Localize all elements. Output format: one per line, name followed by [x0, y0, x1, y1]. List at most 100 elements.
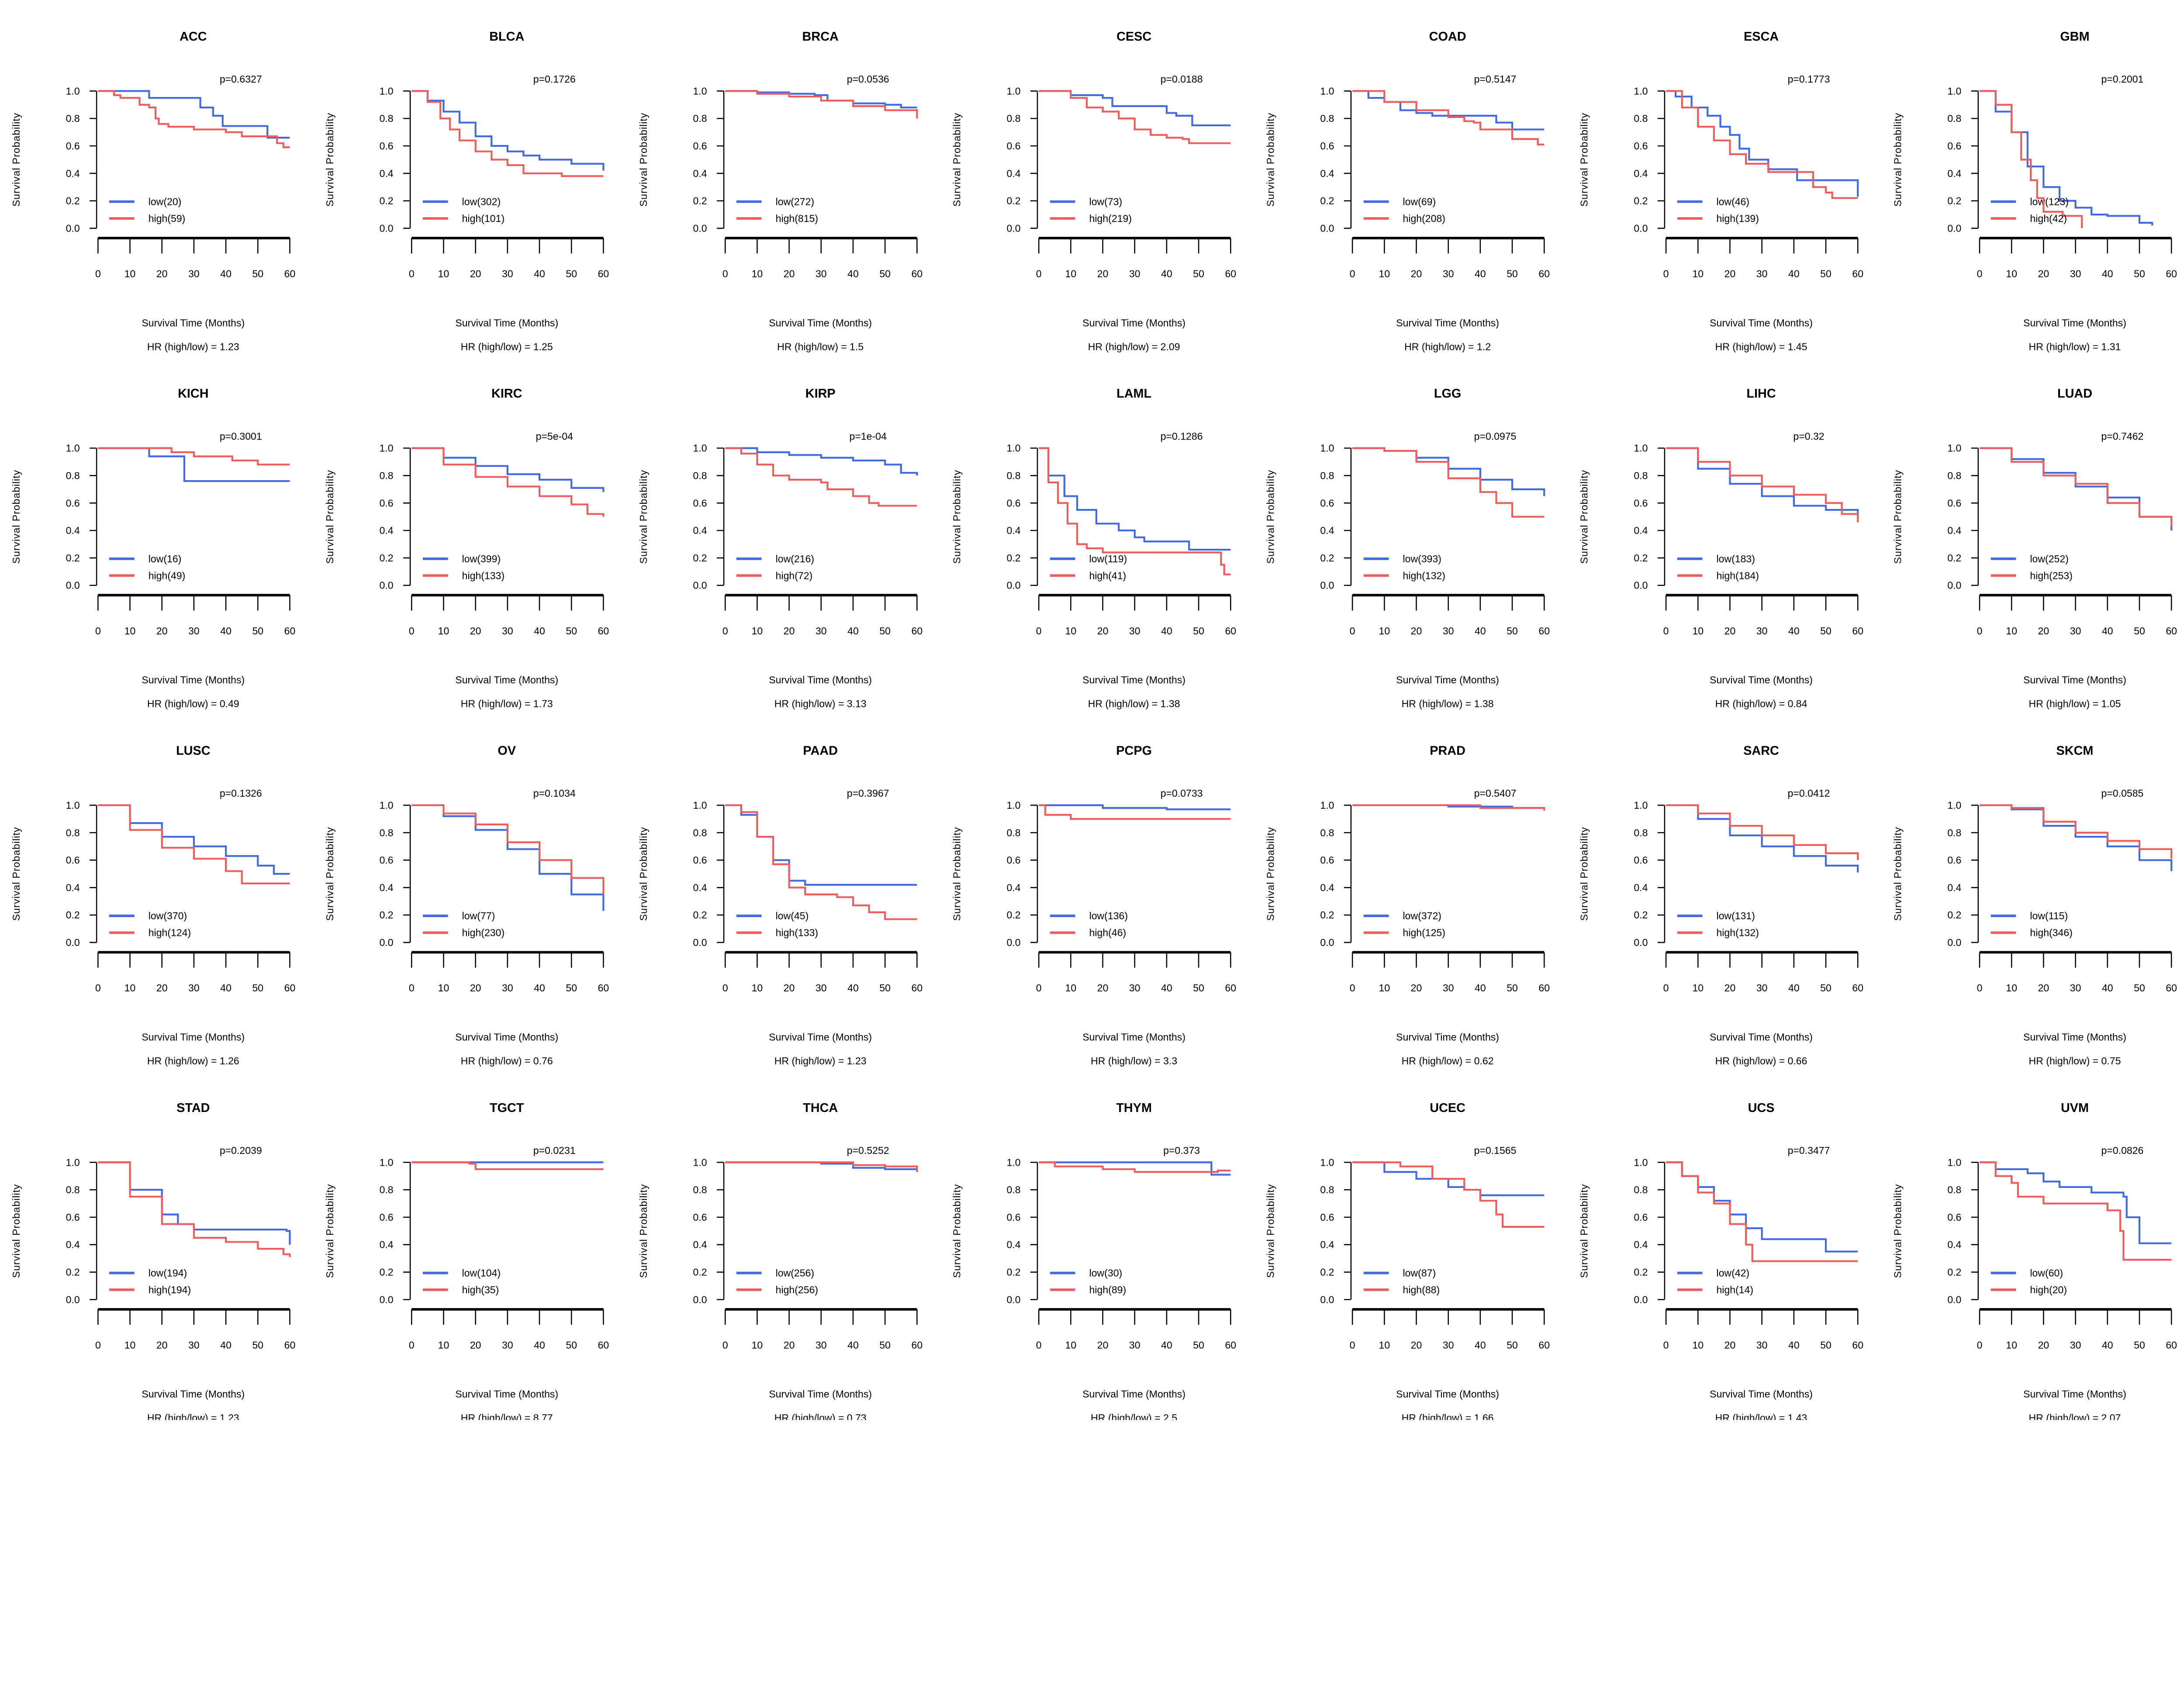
x-tick-label: 0 [95, 982, 101, 994]
x-tick-label: 50 [566, 982, 577, 994]
y-tick-label: 0.8 [693, 113, 707, 124]
x-tick-label: 60 [598, 1340, 609, 1351]
x-axis-label: Survival Time (Months) [142, 317, 245, 329]
x-tick-label: 50 [879, 982, 891, 994]
x-tick-label: 10 [1692, 982, 1704, 994]
y-tick-label: 1.0 [1634, 1157, 1648, 1168]
x-tick-label: 40 [1475, 625, 1486, 637]
y-tick-label: 1.0 [1634, 443, 1648, 454]
x-tick-label: 50 [252, 625, 263, 637]
legend-label-high: high(132) [1716, 927, 1759, 939]
low-survival-curve [1039, 447, 1231, 551]
p-value: p=5e-04 [536, 430, 573, 442]
x-tick-label: 0 [1977, 625, 1983, 637]
y-tick-label: 0.2 [693, 552, 707, 564]
x-tick-label: 20 [1097, 982, 1109, 994]
km-panel-paad: PAAD p=0.3967 Survival Probability 0.0 0.2 0.… [638, 744, 923, 1067]
p-value: p=0.1286 [1161, 430, 1203, 442]
y-tick-label: 0.6 [380, 1212, 394, 1223]
y-tick-label: 0.8 [1947, 1184, 1961, 1195]
p-value: p=0.0412 [1788, 788, 1830, 799]
low-survival-curve [1039, 1161, 1231, 1176]
high-survival-curve [98, 90, 290, 149]
km-panel-lgg: LGG p=0.0975 Survival Probability 0.0 0.2 0.4… [1265, 387, 1550, 709]
panel-title: STAD [176, 1101, 210, 1115]
y-tick-label: 0.6 [66, 497, 80, 509]
y-axis-label: Survival Probability [951, 827, 963, 921]
x-axis-label: Survival Time (Months) [769, 1389, 872, 1400]
x-tick-label: 10 [1065, 625, 1077, 637]
y-tick-label: 0.8 [1634, 827, 1648, 838]
y-axis-label: Survival Probability [1892, 1184, 1904, 1278]
high-survival-curve [1039, 447, 1231, 575]
p-value: p=0.0536 [847, 73, 889, 85]
x-tick-label: 0 [722, 625, 728, 637]
x-axis-label: Survival Time (Months) [1082, 1389, 1185, 1400]
x-tick-label: 60 [1852, 268, 1863, 280]
legend-label-high: high(59) [149, 213, 186, 224]
km-panel-kirp: KIRP p=1e-04 Survival Probability 0.0 0.2 0.4… [638, 387, 923, 709]
x-tick-label: 20 [1411, 982, 1422, 994]
y-tick-label: 0.2 [1006, 195, 1020, 207]
x-tick-label: 30 [1756, 625, 1768, 637]
low-survival-curve [1666, 804, 1859, 873]
high-survival-curve [411, 90, 604, 177]
x-tick-label: 50 [1507, 625, 1518, 637]
high-survival-curve [1666, 90, 1858, 199]
y-axis-label: Survival Probability [324, 113, 335, 207]
hazard-ratio: HR (high/low) = 2.09 [1088, 341, 1180, 352]
y-axis-label: Survival Probability [1265, 113, 1276, 207]
x-tick-label: 30 [1756, 982, 1768, 994]
x-tick-label: 50 [879, 268, 891, 280]
y-tick-label: 0.4 [693, 882, 707, 893]
x-tick-label: 0 [1036, 625, 1042, 637]
x-tick-label: 40 [220, 625, 232, 637]
x-tick-label: 40 [2102, 1340, 2113, 1351]
km-panel-sarc: SARC p=0.0412 Survival Probability 0.0 0.2 0.… [1579, 744, 1863, 1067]
x-tick-label: 30 [1443, 625, 1454, 637]
x-tick-label: 30 [188, 982, 200, 994]
km-panel-tgct: TGCT p=0.0231 Survival Probability 0.0 0.2 0.… [324, 1101, 609, 1420]
p-value: p=0.1326 [220, 788, 262, 799]
km-panel-kirc: KIRC p=5e-04 Survival Probability 0.0 0.2 0.4… [324, 387, 609, 709]
x-tick-label: 0 [1977, 1340, 1983, 1351]
legend-label-high: high(14) [1716, 1284, 1753, 1295]
y-tick-label: 0.4 [1947, 882, 1961, 893]
y-axis-label: Survival Probability [1579, 827, 1590, 921]
x-tick-label: 10 [2006, 625, 2017, 637]
low-survival-curve [1980, 1161, 2172, 1244]
low-survival-curve [1980, 804, 2173, 871]
y-tick-label: 1.0 [1320, 85, 1334, 97]
y-tick-label: 0.4 [1320, 1239, 1334, 1250]
km-panel-brca: BRCA p=0.0536 Survival Probability 0.0 0.2 0.… [638, 30, 923, 352]
y-tick-label: 0.6 [66, 855, 80, 866]
p-value: p=0.32 [1793, 430, 1824, 442]
x-tick-label: 40 [220, 268, 232, 280]
y-tick-label: 0.8 [1947, 470, 1961, 481]
x-tick-label: 60 [284, 982, 296, 994]
y-tick-label: 0.4 [66, 168, 80, 179]
y-tick-label: 0.4 [1320, 525, 1334, 536]
x-tick-label: 60 [1852, 982, 1863, 994]
legend-label-high: high(88) [1403, 1284, 1440, 1295]
y-tick-label: 0.0 [1634, 580, 1648, 591]
x-tick-label: 10 [1379, 625, 1390, 637]
y-tick-label: 0.0 [66, 222, 80, 234]
legend-label-low: low(73) [1089, 196, 1123, 208]
panel-title: KIRP [805, 387, 836, 401]
legend-label-high: high(124) [149, 927, 191, 939]
x-tick-label: 0 [1663, 625, 1669, 637]
y-tick-label: 0.2 [1006, 909, 1020, 921]
x-tick-label: 20 [1411, 268, 1422, 280]
km-panel-uvm: UVM p=0.0826 Survival Probability 0.0 0.2 0.4… [1892, 1101, 2177, 1420]
y-tick-label: 0.4 [1634, 525, 1648, 536]
x-tick-label: 0 [409, 982, 415, 994]
x-tick-label: 60 [2166, 1340, 2177, 1351]
x-tick-label: 10 [1692, 268, 1704, 280]
y-tick-label: 0.4 [1006, 168, 1020, 179]
y-tick-label: 0.4 [1320, 882, 1334, 893]
y-tick-label: 0.6 [1947, 1212, 1961, 1223]
y-tick-label: 0.8 [380, 113, 394, 124]
panel-title: SKCM [2056, 744, 2094, 758]
km-plot-grid: ACC p=0.6327 Survival Probability 0.0 0.2 0.4… [10, 30, 2177, 1420]
